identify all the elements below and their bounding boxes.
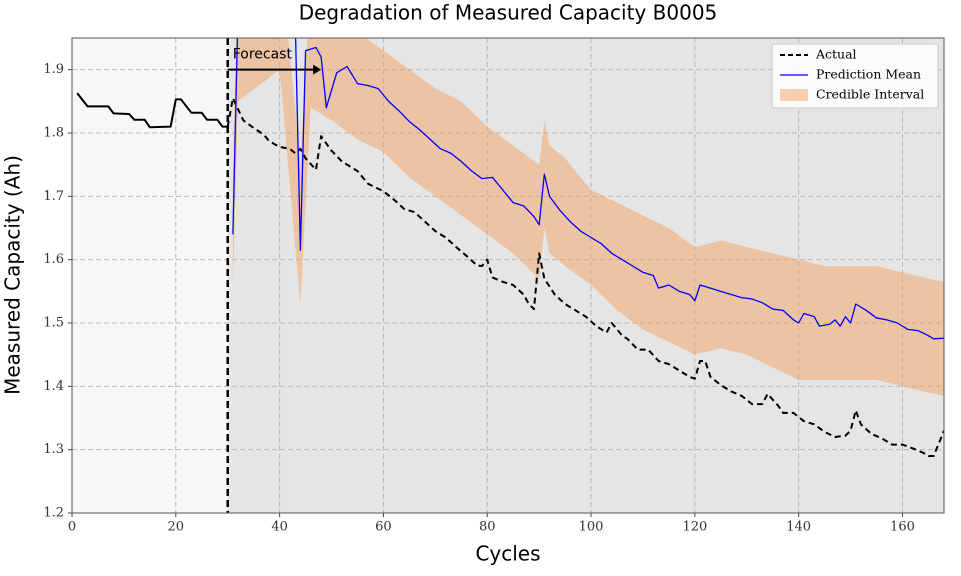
line-solid: [232, 38, 944, 340]
y-tick-label: 1.3: [43, 442, 64, 457]
annotation-text: Forecast: [233, 47, 293, 63]
legend-box: [771, 43, 939, 109]
x-tick-label: 160: [890, 520, 915, 535]
y-tick-label: 1.8: [43, 126, 64, 141]
legend-label: Actual: [815, 47, 857, 62]
credible-interval: [232, 38, 944, 396]
x-tick-label: 60: [375, 520, 392, 535]
y-tick-label: 1.7: [43, 189, 64, 204]
y-tick-label: 1.2: [43, 506, 64, 521]
x-tick-label: 40: [271, 520, 288, 535]
x-tick-label: 100: [579, 520, 604, 535]
y-axis-label: Measured Capacity (Ah): [1, 155, 25, 395]
y-tick-label: 1.4: [43, 379, 64, 394]
y-tick-label: 1.6: [43, 252, 64, 267]
plot-frame: [71, 37, 945, 514]
y-tick-label: 1.9: [43, 62, 64, 77]
line-solid: [76, 92, 228, 129]
chart-title: Degradation of Measured Capacity B0005: [299, 1, 718, 25]
legend-swatch: [780, 89, 808, 101]
y-tick-label: 1.5: [43, 316, 64, 331]
x-tick-label: 140: [786, 520, 811, 535]
x-axis-label: Cycles: [475, 542, 540, 566]
training-region: [72, 38, 228, 513]
x-tick-label: 120: [682, 520, 707, 535]
legend-label: Credible Interval: [816, 87, 924, 102]
legend-label: Prediction Mean: [816, 67, 921, 82]
x-tick-label: 20: [168, 520, 185, 535]
x-tick-label: 0: [68, 520, 76, 535]
arrow-head: [313, 64, 322, 75]
x-tick-label: 80: [479, 520, 496, 535]
plot-area: [76, 38, 944, 457]
line-dashed: [226, 97, 944, 457]
